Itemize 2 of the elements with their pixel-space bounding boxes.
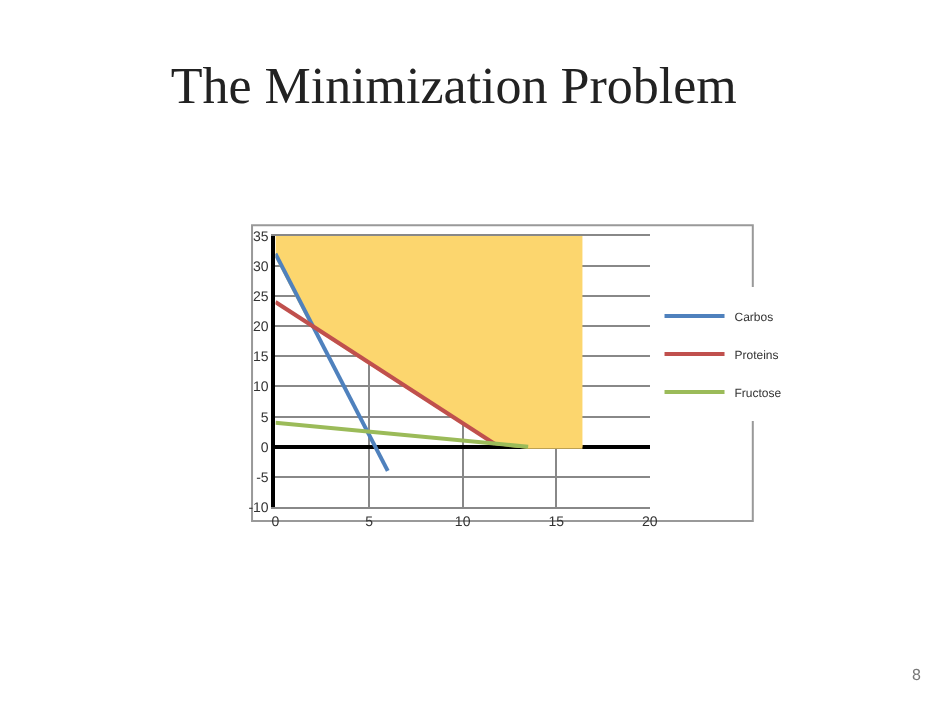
chart-title: The Minimization Problem bbox=[170, 57, 737, 116]
text: 8 bbox=[912, 666, 922, 684]
